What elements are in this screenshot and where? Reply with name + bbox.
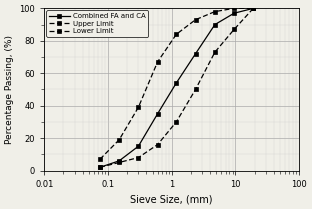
Upper Limit (174, 33, 178, 36)
Upper Limit (117, 139, 121, 141)
Combined FA and CA (156, 112, 159, 115)
Combined FA and CA (213, 23, 217, 26)
Y-axis label: Percentage Passing, (%): Percentage Passing, (%) (5, 35, 14, 144)
Upper Limit (213, 10, 217, 13)
Line: Upper Limit: Upper Limit (98, 6, 256, 162)
Upper Limit (251, 7, 255, 10)
Upper Limit (156, 61, 159, 63)
Combined FA and CA (98, 166, 102, 169)
X-axis label: Sieve Size, (mm): Sieve Size, (mm) (130, 194, 213, 204)
Line: Lower Limit: Lower Limit (98, 6, 256, 170)
Upper Limit (137, 106, 140, 108)
Upper Limit (232, 7, 236, 10)
Lower Limit (194, 88, 197, 91)
Combined FA and CA (117, 159, 121, 162)
Combined FA and CA (137, 145, 140, 148)
Legend: Combined FA and CA, Upper Limit, Lower Limit: Combined FA and CA, Upper Limit, Lower L… (46, 10, 148, 37)
Lower Limit (137, 156, 140, 159)
Upper Limit (194, 18, 197, 21)
Lower Limit (232, 28, 236, 31)
Combined FA and CA (251, 7, 255, 10)
Lower Limit (117, 161, 121, 164)
Combined FA and CA (174, 82, 178, 84)
Lower Limit (251, 7, 255, 10)
Lower Limit (156, 143, 159, 146)
Lower Limit (98, 166, 102, 169)
Lower Limit (213, 51, 217, 54)
Upper Limit (98, 158, 102, 161)
Combined FA and CA (194, 52, 197, 55)
Combined FA and CA (232, 12, 236, 14)
Lower Limit (174, 121, 178, 123)
Line: Combined FA and CA: Combined FA and CA (98, 6, 256, 170)
